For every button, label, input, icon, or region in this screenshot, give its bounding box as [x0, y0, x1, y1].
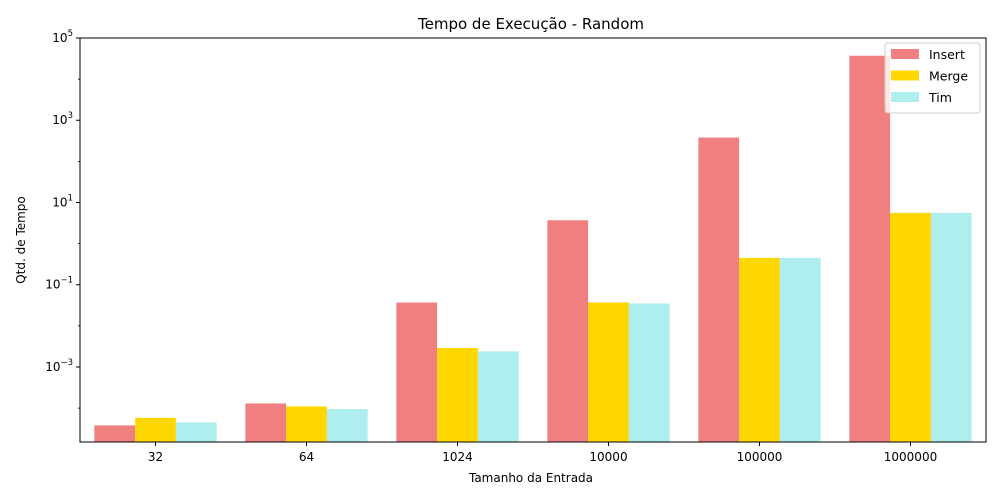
bars-group — [94, 55, 972, 442]
legend-label-tim: Tim — [928, 90, 952, 105]
bar-tim-10000 — [628, 303, 670, 442]
bar-insert-1024 — [396, 302, 438, 442]
x-tick-label-1024: 1024 — [442, 450, 473, 464]
y-axis-label: Qtd. de Tempo — [14, 196, 28, 284]
y-tick-label: 103 — [52, 111, 73, 127]
x-tick-label-1000000: 1000000 — [884, 450, 937, 464]
y-tick-label: 101 — [52, 193, 73, 209]
y-tick-label: 10−1 — [45, 276, 73, 292]
y-tick-label: 10−3 — [45, 358, 73, 374]
y-axis: 10−3 10−1 101 103 105 — [45, 29, 80, 409]
legend-swatch-insert — [891, 49, 919, 59]
bar-tim-1024 — [477, 351, 519, 442]
plot-frame — [79, 37, 987, 443]
bar-tim-32 — [175, 422, 217, 442]
bar-tim-64 — [326, 409, 368, 442]
bar-insert-1000000 — [849, 55, 891, 442]
y-tick-label: 105 — [52, 29, 73, 45]
x-tick-label-64: 64 — [299, 450, 314, 464]
bar-tim-1000000 — [930, 212, 972, 442]
bar-merge-1000000 — [890, 212, 931, 442]
bar-merge-10000 — [588, 302, 629, 442]
x-tick-label-32: 32 — [148, 450, 163, 464]
bar-insert-100000 — [698, 137, 740, 442]
legend-label-merge: Merge — [929, 69, 968, 84]
legend-swatch-tim — [891, 92, 919, 102]
legend: Insert Merge Tim — [884, 42, 981, 114]
legend-swatch-merge — [891, 70, 919, 81]
x-axis-label: Tamanho da Entrada — [468, 471, 593, 485]
bar-merge-100000 — [739, 257, 780, 442]
bar-tim-100000 — [779, 257, 821, 442]
x-tick-label-100000: 100000 — [737, 450, 783, 464]
chart-title: Tempo de Execução - Random — [417, 15, 644, 33]
bar-insert-32 — [94, 425, 136, 442]
bar-merge-64 — [286, 406, 327, 442]
x-axis: 32 64 1024 10000 100000 1000000 — [148, 442, 937, 464]
legend-label-insert: Insert — [929, 47, 965, 62]
bar-insert-64 — [245, 403, 287, 442]
bar-merge-1024 — [437, 347, 478, 442]
x-tick-label-10000: 10000 — [589, 450, 627, 464]
bar-insert-10000 — [547, 220, 589, 442]
bar-merge-32 — [135, 417, 176, 442]
